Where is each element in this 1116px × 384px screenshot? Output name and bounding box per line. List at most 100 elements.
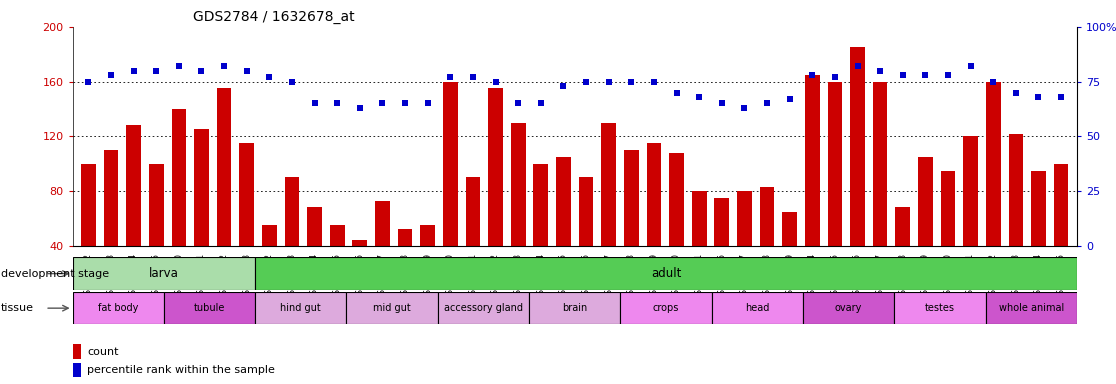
Point (306, 101, 324, 107)
Text: ovary: ovary (835, 303, 863, 313)
Bar (712, 292, 804, 324)
Text: development stage: development stage (1, 268, 109, 279)
Point (125, 68, 143, 74)
Bar (529, 292, 620, 324)
Bar (894, 292, 985, 324)
Bar (285, 177, 299, 300)
Text: accessory gland: accessory gland (444, 303, 523, 313)
Point (350, 105, 368, 111)
Bar (375, 200, 389, 300)
Bar (941, 170, 955, 300)
Point (826, 74, 844, 80)
Text: GDS2784 / 1632678_at: GDS2784 / 1632678_at (193, 10, 355, 25)
Point (623, 79, 641, 85)
Text: mid gut: mid gut (373, 303, 411, 313)
Bar (488, 88, 503, 300)
Bar (602, 122, 616, 300)
Bar (646, 143, 662, 300)
Bar (714, 198, 729, 300)
Point (509, 101, 527, 107)
Bar (346, 292, 437, 324)
Point (442, 74, 460, 80)
Point (555, 83, 573, 89)
Point (667, 89, 685, 96)
Bar (828, 81, 843, 300)
Bar (873, 81, 887, 300)
Text: tissue: tissue (1, 303, 35, 313)
Bar (556, 157, 570, 300)
Bar (1009, 134, 1023, 300)
Point (848, 63, 866, 70)
Bar (307, 207, 321, 300)
Bar (73, 363, 80, 377)
Bar (782, 212, 797, 300)
Point (735, 105, 753, 111)
Point (464, 74, 482, 80)
Point (396, 101, 414, 107)
Bar (104, 150, 118, 300)
Bar (239, 143, 254, 300)
Bar (692, 191, 706, 300)
Bar (256, 257, 1077, 290)
Bar (353, 240, 367, 300)
Point (939, 72, 956, 78)
Point (894, 72, 912, 78)
Point (577, 79, 595, 85)
Point (487, 79, 504, 85)
Text: whole animal: whole animal (999, 303, 1064, 313)
Point (193, 68, 211, 74)
Bar (164, 292, 256, 324)
Bar (737, 191, 752, 300)
Text: testes: testes (925, 303, 955, 313)
Point (645, 79, 663, 85)
Point (1007, 89, 1024, 96)
Bar (262, 225, 277, 300)
Point (984, 79, 1002, 85)
Bar (533, 164, 548, 300)
Bar (73, 257, 256, 290)
Bar (1054, 164, 1068, 300)
Text: brain: brain (562, 303, 587, 313)
Bar (805, 75, 819, 300)
Bar (172, 109, 186, 300)
Bar (1031, 170, 1046, 300)
Point (804, 72, 821, 78)
Text: count: count (87, 347, 118, 357)
Point (916, 72, 934, 78)
Bar (126, 125, 141, 300)
Bar (579, 177, 594, 300)
Text: head: head (745, 303, 770, 313)
Bar (73, 344, 80, 359)
Bar (421, 225, 435, 300)
Text: crops: crops (653, 303, 680, 313)
Text: hind gut: hind gut (280, 303, 321, 313)
Bar (148, 164, 164, 300)
Bar (850, 47, 865, 300)
Point (374, 101, 392, 107)
Point (283, 79, 301, 85)
Bar (81, 164, 96, 300)
Point (1030, 94, 1048, 100)
Point (215, 63, 233, 70)
Text: tubule: tubule (194, 303, 225, 313)
Point (102, 72, 119, 78)
Text: larva: larva (148, 267, 179, 280)
Bar (985, 81, 1001, 300)
Bar (397, 229, 413, 300)
Bar (620, 292, 712, 324)
Bar (918, 157, 933, 300)
Point (418, 101, 436, 107)
Bar (437, 292, 529, 324)
Text: fat body: fat body (98, 303, 138, 313)
Bar (73, 292, 164, 324)
Bar (760, 187, 775, 300)
Point (599, 79, 617, 85)
Point (962, 63, 980, 70)
Point (758, 101, 776, 107)
Bar (217, 88, 231, 300)
Bar (511, 122, 526, 300)
Point (1052, 94, 1070, 100)
Bar (465, 177, 480, 300)
Point (872, 68, 889, 74)
Point (690, 94, 708, 100)
